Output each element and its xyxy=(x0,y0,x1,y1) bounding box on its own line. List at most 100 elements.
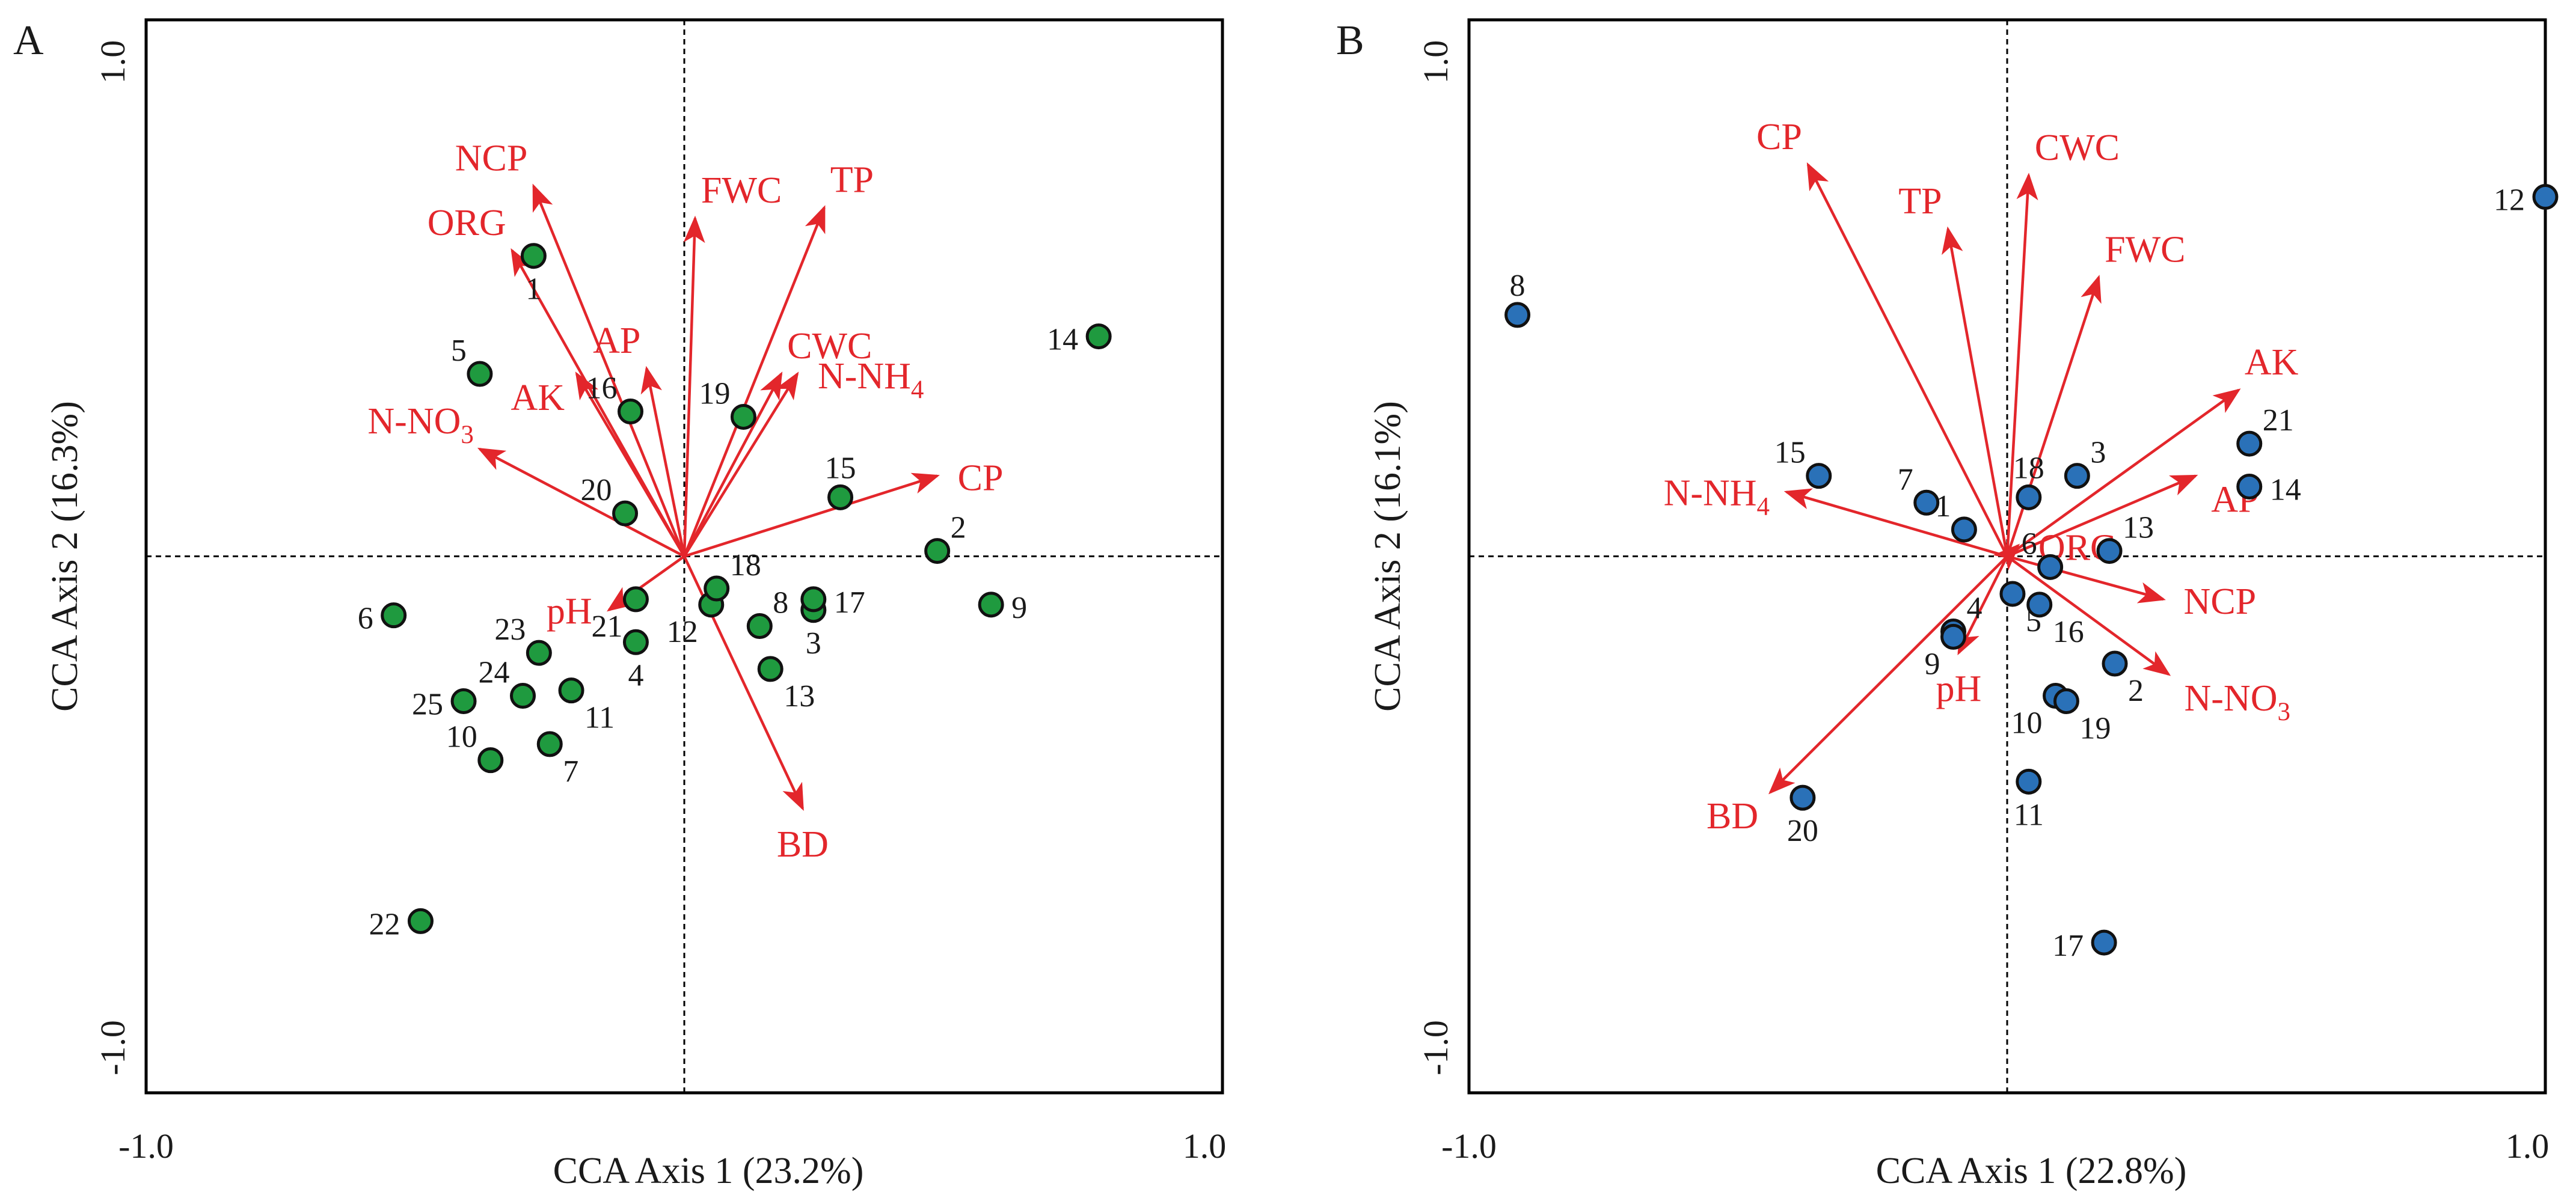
panel-a-site-label-21: 21 xyxy=(591,610,622,644)
panel-a-site-label-14: 14 xyxy=(1047,323,1078,357)
panel-b-vector-cwc xyxy=(2005,173,2038,557)
panel-a-site-point-4 xyxy=(622,629,649,655)
panel-a-site-point-15 xyxy=(827,484,854,510)
panel-a-site-label-10: 10 xyxy=(446,720,477,754)
panel-b-site-label-8: 8 xyxy=(1510,269,1526,303)
panel-a: A -1.0 1.0 1.0 -1.0 CCA Axis 1 (23.2%) CCA Axi… xyxy=(13,17,1226,1191)
panel-a-site-point-22 xyxy=(407,908,434,934)
panel-b-site-point-9 xyxy=(1940,623,1966,650)
panel-b-site-point-17 xyxy=(2091,929,2117,956)
panel-b-vector-label-ncp: NCP xyxy=(2184,581,2257,622)
panel-b-site-point-3 xyxy=(2064,463,2090,489)
panel-a-site-label-9: 9 xyxy=(1011,591,1027,625)
panel-a-vector-label-n-nh4: N-NH4 xyxy=(818,356,924,404)
panel-a-site-point-7 xyxy=(536,731,563,757)
panel-b-site-label-14: 14 xyxy=(2270,472,2301,507)
panel-a-site-point-17 xyxy=(800,586,827,613)
panel-b-site-label-7: 7 xyxy=(1898,462,1913,497)
panel-a-vector-label-cp: CP xyxy=(958,458,1004,499)
panel-a-vector-fwc xyxy=(682,215,705,557)
panel-b-vector-org xyxy=(1993,543,2020,570)
panel-b-vector-n-no3 xyxy=(2006,555,2171,676)
panel-b-site-label-19: 19 xyxy=(2079,711,2111,745)
panel-b-x-axis-title: CCA Axis 1 (22.8%) xyxy=(1876,1151,2187,1191)
panel-a-vector-label-ak: AK xyxy=(511,377,565,418)
panel-b-site-point-1 xyxy=(1951,516,1977,543)
panel-b-site-label-21: 21 xyxy=(2263,403,2294,438)
panel-a-site-point-2 xyxy=(924,538,951,564)
panel-a-site-point-14 xyxy=(1085,323,1112,350)
panel-a-site-point-6 xyxy=(381,602,407,629)
panel-b-site-point-13 xyxy=(2096,538,2123,564)
panel-a-vector-label-ph: pH xyxy=(547,591,592,632)
panel-b-letter: B xyxy=(1336,17,1364,64)
panel-a-y-axis-title: CCA Axis 2 (16.3%) xyxy=(44,401,85,712)
panel-b-vector-ak xyxy=(2006,388,2241,558)
panel-b-site-point-12 xyxy=(2532,184,2559,210)
panel-b-vector-tp xyxy=(1942,226,2009,557)
panel-a-site-label-3: 3 xyxy=(806,626,821,661)
panel-a-site-point-23 xyxy=(526,640,552,666)
panel-b-site-point-6 xyxy=(2037,554,2064,580)
panel-a-site-point-19 xyxy=(730,403,756,430)
panel-b-vector-label-ph: pH xyxy=(1936,668,1982,709)
panel-a-site-label-13: 13 xyxy=(784,679,815,714)
panel-a-site-label-6: 6 xyxy=(358,602,373,636)
panel-a-y-tick-max: 1.0 xyxy=(93,40,132,84)
panel-b-site-label-20: 20 xyxy=(1787,814,1818,848)
panel-b-vector-label-tp: TP xyxy=(1898,181,1942,222)
panel-a-vector-label-org: ORG xyxy=(428,203,506,243)
panel-a-vector-label-fwc: FWC xyxy=(701,170,782,211)
panel-b-vector-label-fwc: FWC xyxy=(2105,229,2185,270)
panel-b-site-point-21 xyxy=(2236,430,2263,457)
panel-a-site-label-15: 15 xyxy=(825,451,856,485)
panel-a-site-label-16: 16 xyxy=(586,371,618,406)
panel-b-vector-label-n-no3: N-NO3 xyxy=(2185,678,2290,726)
panel-b-site-point-20 xyxy=(1789,784,1816,811)
panel-a-site-point-10 xyxy=(477,747,504,774)
panel-b-x-tick-max: 1.0 xyxy=(2506,1126,2550,1166)
panel-a-site-label-23: 23 xyxy=(494,613,526,647)
panel-a-site-label-5: 5 xyxy=(451,334,467,368)
panel-a-vector-n-no3 xyxy=(477,447,685,558)
panel-b-vector-cp xyxy=(1806,162,2009,557)
panel-a-vector-label-ap: AP xyxy=(593,320,640,361)
panel-a-x-tick-min: -1.0 xyxy=(118,1126,174,1166)
panel-b-vector-ph xyxy=(1957,555,2009,656)
panel-a-vector-tp xyxy=(682,205,826,557)
panel-b-y-tick-max: 1.0 xyxy=(1416,40,1455,84)
panel-a-site-label-2: 2 xyxy=(951,511,966,545)
panel-b-vector-label-bd: BD xyxy=(1707,796,1758,837)
panel-a-site-point-18 xyxy=(704,575,730,602)
panel-b-site-label-18: 18 xyxy=(2013,451,2044,485)
panel-a-site-label-8: 8 xyxy=(773,586,788,620)
panel-b-y-axis-title: CCA Axis 2 (16.1%) xyxy=(1367,401,1408,712)
panel-a-vector-ap xyxy=(640,365,686,557)
panel-b-site-label-9: 9 xyxy=(1925,647,1940,681)
panel-b-site-label-4: 4 xyxy=(1967,591,1983,625)
panel-a-vector-ph xyxy=(607,555,685,612)
panel-b-site-point-2 xyxy=(2102,650,2128,677)
panel-b-site-point-11 xyxy=(2016,768,2042,795)
panel-b-y-tick-min: -1.0 xyxy=(1416,1020,1455,1075)
panel-b-vector-n-nh4 xyxy=(1783,488,2008,558)
panel-a-site-point-24 xyxy=(510,683,536,709)
panel-b-site-label-15: 15 xyxy=(1774,436,1806,470)
panel-a-vector-label-bd: BD xyxy=(777,824,829,865)
panel-a-letter: A xyxy=(13,17,44,64)
panel-b-site-point-8 xyxy=(1504,302,1531,328)
panel-b-site-point-15 xyxy=(1806,463,1832,489)
panel-a-vector-cp xyxy=(684,472,940,558)
panel-b: B -1.0 1.0 1.0 -1.0 CCA Axis 1 (22.8%) CCA Axi… xyxy=(1336,17,2559,1191)
panel-a-site-point-11 xyxy=(558,677,584,704)
panel-b-vector-bd xyxy=(1768,555,2008,795)
panel-a-site-label-25: 25 xyxy=(412,687,443,721)
panel-a-site-point-5 xyxy=(467,361,493,387)
panel-a-site-point-20 xyxy=(612,500,639,527)
panel-a-site-label-18: 18 xyxy=(730,548,761,582)
panel-a-vector-n-nh4 xyxy=(683,371,799,557)
panel-b-site-point-18 xyxy=(2016,484,2042,510)
panel-a-vector-label-n-no3: N-NO3 xyxy=(367,401,473,449)
panel-b-site-label-17: 17 xyxy=(2052,929,2084,963)
